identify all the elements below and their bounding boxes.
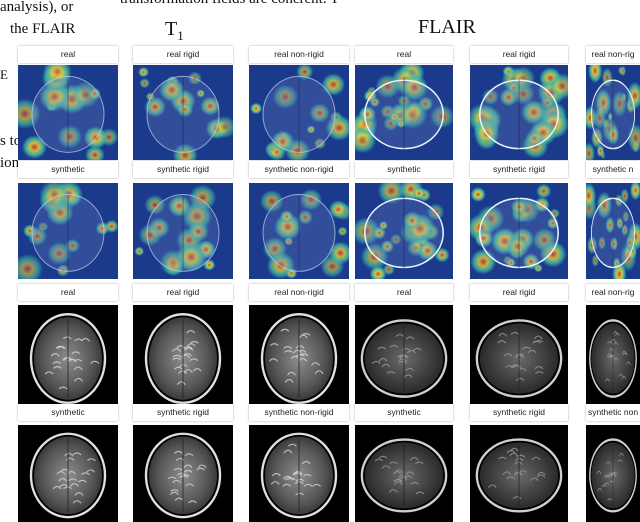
panel-label-r2-c4: synthetic bbox=[355, 161, 453, 178]
mri-slice-image-r3-c6 bbox=[586, 305, 640, 408]
heatmap-image-r1-c6 bbox=[586, 65, 640, 160]
panel-label-r4-c5: synthetic rigid bbox=[470, 404, 568, 421]
heatmap-image-r1-c3 bbox=[249, 65, 349, 160]
panel-label-r2-c6: synthetic n bbox=[586, 161, 640, 178]
panel-label-r1-c6: real non-rig bbox=[586, 46, 640, 63]
panel-label-r4-c3: synthetic non-rigid bbox=[249, 404, 349, 421]
paper-top-line: transformation fields are coherent. T bbox=[120, 0, 339, 8]
mri-slice-image-r4-c4 bbox=[355, 425, 453, 522]
mri-slice-image-r3-c4 bbox=[355, 305, 453, 408]
panel-label-r2-c2: synthetic rigid bbox=[133, 161, 233, 178]
heatmap-image-r2-c4 bbox=[355, 183, 453, 279]
panel-label-r2-c3: synthetic non-rigid bbox=[249, 161, 349, 178]
panel-label-r1-c5: real rigid bbox=[470, 46, 568, 63]
panel-label-r3-c5: real rigid bbox=[470, 284, 568, 301]
heatmap-image-r2-c1 bbox=[18, 183, 118, 279]
panel-label-r2-c5: synthetic rigid bbox=[470, 161, 568, 178]
heading-flair: FLAIR bbox=[418, 16, 476, 38]
heatmap-image-r2-c6 bbox=[586, 183, 640, 279]
panel-label-r3-c2: real rigid bbox=[133, 284, 233, 301]
mri-slice-image-r4-c3 bbox=[249, 425, 349, 522]
mri-slice-image-r3-c1 bbox=[18, 305, 118, 408]
panel-label-r2-c1: synthetic bbox=[18, 161, 118, 178]
paper-left-line-3: E bbox=[0, 67, 8, 82]
mri-slice-image-r4-c2 bbox=[133, 425, 233, 522]
mri-slice-image-r3-c5 bbox=[470, 305, 568, 408]
panel-label-r4-c1: synthetic bbox=[18, 404, 118, 421]
panel-label-r4-c4: synthetic bbox=[355, 404, 453, 421]
heatmap-image-r2-c3 bbox=[249, 183, 349, 279]
mri-slice-image-r3-c2 bbox=[133, 305, 233, 408]
paper-left-line-5: ion bbox=[0, 155, 20, 171]
heatmap-image-r2-c5 bbox=[470, 183, 568, 279]
mri-slice-image-r4-c6 bbox=[586, 425, 640, 522]
panel-label-r1-c4: real bbox=[355, 46, 453, 63]
panel-label-r4-c2: synthetic rigid bbox=[133, 404, 233, 421]
mri-slice-image-r4-c1 bbox=[18, 425, 118, 522]
panel-label-r1-c1: real bbox=[18, 46, 118, 63]
paper-left-line-2: the FLAIR bbox=[10, 21, 76, 37]
heatmap-image-r1-c5 bbox=[470, 65, 568, 160]
panel-label-r3-c3: real non-rigid bbox=[249, 284, 349, 301]
heatmap-image-r2-c2 bbox=[133, 183, 233, 279]
paper-left-line-4: s to bbox=[0, 133, 22, 149]
mri-slice-image-r4-c5 bbox=[470, 425, 568, 522]
panel-label-r1-c3: real non-rigid bbox=[249, 46, 349, 63]
panel-label-r4-c6: synthetic non bbox=[586, 404, 640, 421]
heatmap-image-r1-c1 bbox=[18, 65, 118, 160]
heatmap-image-r1-c4 bbox=[355, 65, 453, 160]
heading-t1: T1 bbox=[165, 18, 184, 43]
panel-label-r3-c1: real bbox=[18, 284, 118, 301]
mri-slice-image-r3-c3 bbox=[249, 305, 349, 408]
panel-label-r3-c4: real bbox=[355, 284, 453, 301]
paper-left-line-1: analysis), or bbox=[0, 0, 74, 15]
panel-label-r1-c2: real rigid bbox=[133, 46, 233, 63]
panel-label-r3-c6: real non-rig bbox=[586, 284, 640, 301]
heatmap-image-r1-c2 bbox=[133, 65, 233, 160]
